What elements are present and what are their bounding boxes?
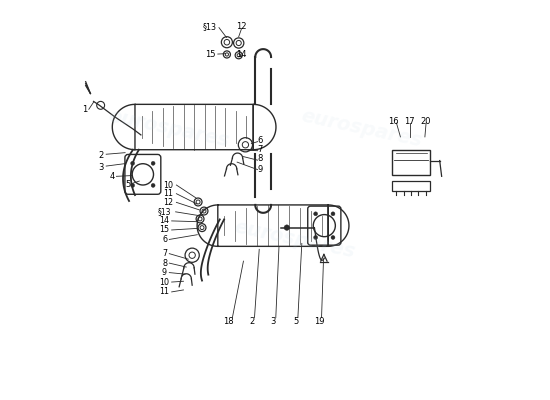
Text: 15: 15	[205, 50, 215, 58]
Text: 18: 18	[223, 317, 234, 326]
Text: 9: 9	[257, 165, 263, 174]
Text: 19: 19	[314, 317, 324, 326]
Circle shape	[314, 236, 317, 240]
Text: 9: 9	[162, 268, 167, 277]
Text: 11: 11	[160, 288, 169, 296]
Circle shape	[131, 184, 135, 187]
Circle shape	[151, 184, 155, 187]
Circle shape	[314, 212, 317, 216]
Text: 2: 2	[99, 151, 104, 160]
Circle shape	[331, 212, 335, 216]
Text: 6: 6	[162, 235, 167, 244]
Text: 20: 20	[421, 117, 431, 126]
Text: 17: 17	[404, 117, 414, 126]
Text: 15: 15	[160, 226, 169, 234]
Text: 2: 2	[250, 317, 255, 326]
Circle shape	[284, 225, 290, 230]
Circle shape	[331, 236, 335, 240]
Text: §13: §13	[158, 207, 171, 216]
Text: 4: 4	[110, 172, 115, 181]
Text: 8: 8	[257, 154, 263, 164]
Text: eurospares: eurospares	[299, 107, 424, 151]
Text: 10: 10	[160, 278, 169, 286]
Text: eurospares: eurospares	[106, 107, 231, 151]
Text: 3: 3	[271, 317, 276, 326]
Text: 5: 5	[125, 180, 131, 189]
Text: 1: 1	[82, 105, 87, 114]
Text: 14: 14	[236, 50, 247, 58]
Text: 11: 11	[163, 189, 173, 198]
Text: §13: §13	[203, 22, 217, 31]
Text: 7: 7	[257, 145, 263, 154]
Text: 5: 5	[293, 317, 299, 326]
Text: 7: 7	[162, 249, 167, 258]
Text: 16: 16	[388, 117, 399, 126]
Text: 14: 14	[160, 216, 169, 226]
Text: 12: 12	[163, 198, 174, 207]
Circle shape	[131, 161, 135, 165]
Text: eurospares: eurospares	[233, 217, 357, 262]
Text: 12: 12	[236, 22, 247, 31]
Text: 6: 6	[257, 136, 263, 144]
Circle shape	[151, 161, 155, 165]
Text: 8: 8	[162, 259, 167, 268]
Text: 3: 3	[99, 163, 104, 172]
Text: 10: 10	[163, 180, 173, 190]
